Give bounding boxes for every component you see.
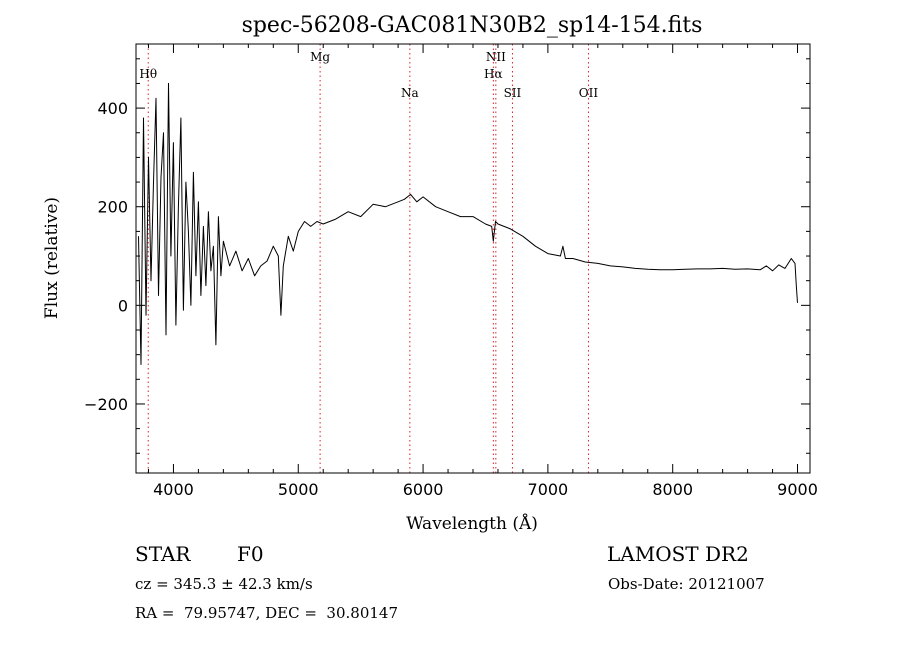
- object-class: STAR: [135, 542, 191, 566]
- marker-label: NII: [486, 50, 506, 64]
- redshift-readout: cz = 345.3 ± 42.3 km/s: [135, 575, 313, 593]
- x-tick-label: 9000: [777, 480, 818, 499]
- y-axis-label: Flux (relative): [42, 197, 62, 319]
- survey-name: LAMOST DR2: [607, 542, 749, 566]
- x-tick-label: 8000: [652, 480, 693, 499]
- x-tick-label: 7000: [528, 480, 569, 499]
- spectrum-line: [138, 82, 798, 365]
- chart-title: spec-56208-GAC081N30B2_sp14-154.fits: [242, 13, 703, 38]
- marker-label: Hθ: [139, 67, 157, 81]
- y-tick-label: 200: [97, 198, 128, 217]
- x-axis-label: Wavelength (Å): [406, 513, 538, 534]
- marker-label: Hα: [484, 67, 503, 81]
- y-tick-label: 0: [118, 296, 128, 315]
- y-tick-label: −200: [84, 395, 128, 414]
- obs-date: Obs-Date: 20121007: [608, 575, 765, 593]
- x-axis: 4000 5000 6000 7000 8000 9000: [147, 44, 818, 499]
- y-tick-label: 400: [97, 99, 128, 118]
- spectrum-series: [138, 82, 798, 365]
- plot-frame: [135, 43, 811, 474]
- marker-label: SII: [504, 86, 522, 100]
- spectral-subclass: F0: [237, 542, 264, 566]
- y-axis: −200 0 200 400: [84, 58, 810, 454]
- coordinates: RA = 79.95747, DEC = 30.80147: [135, 604, 399, 622]
- x-tick-label: 4000: [153, 480, 194, 499]
- x-tick-label: 5000: [278, 480, 319, 499]
- marker-label: Na: [401, 86, 419, 100]
- marker-label: OII: [579, 86, 599, 100]
- x-tick-label: 6000: [403, 480, 444, 499]
- marker-label: Mg: [310, 50, 330, 64]
